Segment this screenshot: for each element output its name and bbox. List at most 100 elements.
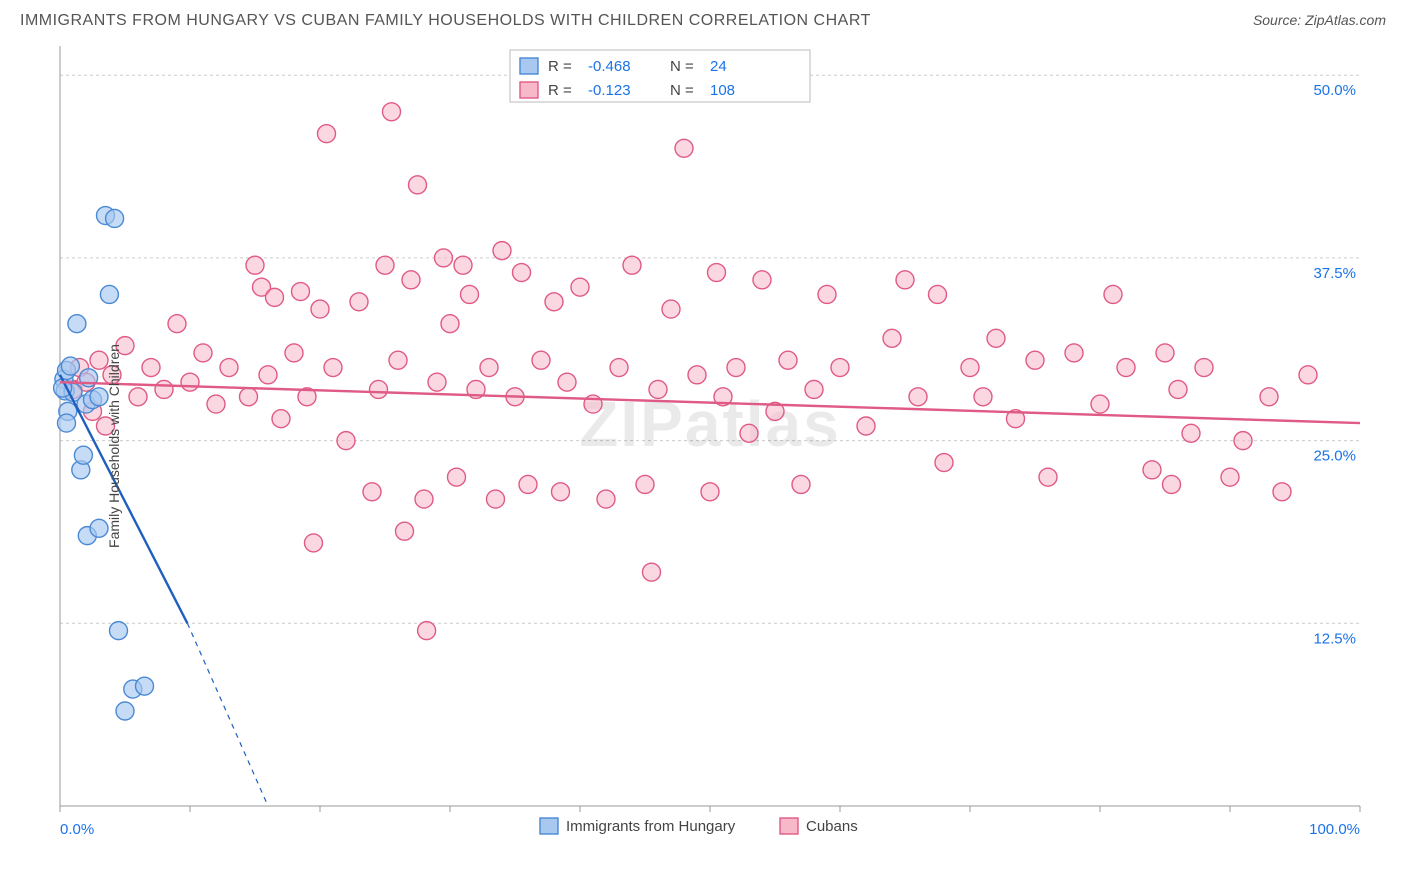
data-point <box>142 359 160 377</box>
data-point <box>74 446 92 464</box>
data-point <box>383 103 401 121</box>
data-point <box>389 351 407 369</box>
data-point <box>1169 380 1187 398</box>
data-point <box>1039 468 1057 486</box>
data-point <box>779 351 797 369</box>
data-point <box>1065 344 1083 362</box>
data-point <box>324 359 342 377</box>
data-point <box>552 483 570 501</box>
data-point <box>337 432 355 450</box>
legend-r-label: R = <box>548 82 572 99</box>
trend-line-extrap <box>187 623 268 806</box>
data-point <box>292 283 310 301</box>
data-point <box>259 366 277 384</box>
data-point <box>1182 424 1200 442</box>
data-point <box>961 359 979 377</box>
bottom-legend-label: Cubans <box>806 818 858 835</box>
data-point <box>415 490 433 508</box>
data-point <box>110 622 128 640</box>
data-point <box>136 677 154 695</box>
data-point <box>753 271 771 289</box>
data-point <box>623 256 641 274</box>
data-point <box>909 388 927 406</box>
data-point <box>454 256 472 274</box>
data-point <box>441 315 459 333</box>
data-point <box>396 522 414 540</box>
data-point <box>194 344 212 362</box>
data-point <box>1299 366 1317 384</box>
data-point <box>220 359 238 377</box>
data-point <box>974 388 992 406</box>
data-point <box>688 366 706 384</box>
data-point <box>513 264 531 282</box>
data-point <box>519 475 537 493</box>
data-point <box>402 271 420 289</box>
y-tick-label: 50.0% <box>1313 82 1356 99</box>
trend-line <box>60 375 187 623</box>
data-point <box>305 534 323 552</box>
data-point <box>545 293 563 311</box>
chart-container: Family Households with Children 12.5%25.… <box>20 36 1386 856</box>
data-point <box>428 373 446 391</box>
data-point <box>1026 351 1044 369</box>
data-point <box>448 468 466 486</box>
data-point <box>1273 483 1291 501</box>
y-tick-label: 37.5% <box>1313 265 1356 282</box>
data-point <box>792 475 810 493</box>
data-point <box>116 702 134 720</box>
data-point <box>805 380 823 398</box>
data-point <box>708 264 726 282</box>
data-point <box>409 176 427 194</box>
legend-r-label: R = <box>548 58 572 75</box>
bottom-legend-swatch <box>780 818 798 834</box>
data-point <box>675 139 693 157</box>
data-point <box>571 278 589 296</box>
data-point <box>106 209 124 227</box>
data-point <box>272 410 290 428</box>
data-point <box>597 490 615 508</box>
legend-r-value: -0.123 <box>588 82 631 99</box>
data-point <box>987 329 1005 347</box>
data-point <box>1221 468 1239 486</box>
data-point <box>418 622 436 640</box>
data-point <box>929 285 947 303</box>
data-point <box>1163 475 1181 493</box>
data-point <box>58 414 76 432</box>
data-point <box>318 125 336 143</box>
data-point <box>1260 388 1278 406</box>
data-point <box>1156 344 1174 362</box>
data-point <box>896 271 914 289</box>
data-point <box>1104 285 1122 303</box>
bottom-legend-label: Immigrants from Hungary <box>566 818 736 835</box>
data-point <box>461 285 479 303</box>
data-point <box>636 475 654 493</box>
data-point <box>480 359 498 377</box>
data-point <box>662 300 680 318</box>
data-point <box>857 417 875 435</box>
data-point <box>1234 432 1252 450</box>
data-point <box>363 483 381 501</box>
data-point <box>643 563 661 581</box>
data-point <box>240 388 258 406</box>
data-point <box>61 357 79 375</box>
data-point <box>493 242 511 260</box>
data-point <box>532 351 550 369</box>
data-point <box>376 256 394 274</box>
source-attr: Source: ZipAtlas.com <box>1253 12 1386 28</box>
legend-n-value: 108 <box>710 82 735 99</box>
y-tick-label: 12.5% <box>1313 630 1356 647</box>
y-axis-label: Family Households with Children <box>106 344 122 548</box>
data-point <box>1143 461 1161 479</box>
x-min-label: 0.0% <box>60 821 94 838</box>
data-point <box>558 373 576 391</box>
legend-n-label: N = <box>670 58 694 75</box>
data-point <box>100 285 118 303</box>
data-point <box>246 256 264 274</box>
data-point <box>487 490 505 508</box>
data-point <box>68 315 86 333</box>
data-point <box>435 249 453 267</box>
data-point <box>831 359 849 377</box>
data-point <box>285 344 303 362</box>
legend-swatch <box>520 82 538 98</box>
data-point <box>311 300 329 318</box>
